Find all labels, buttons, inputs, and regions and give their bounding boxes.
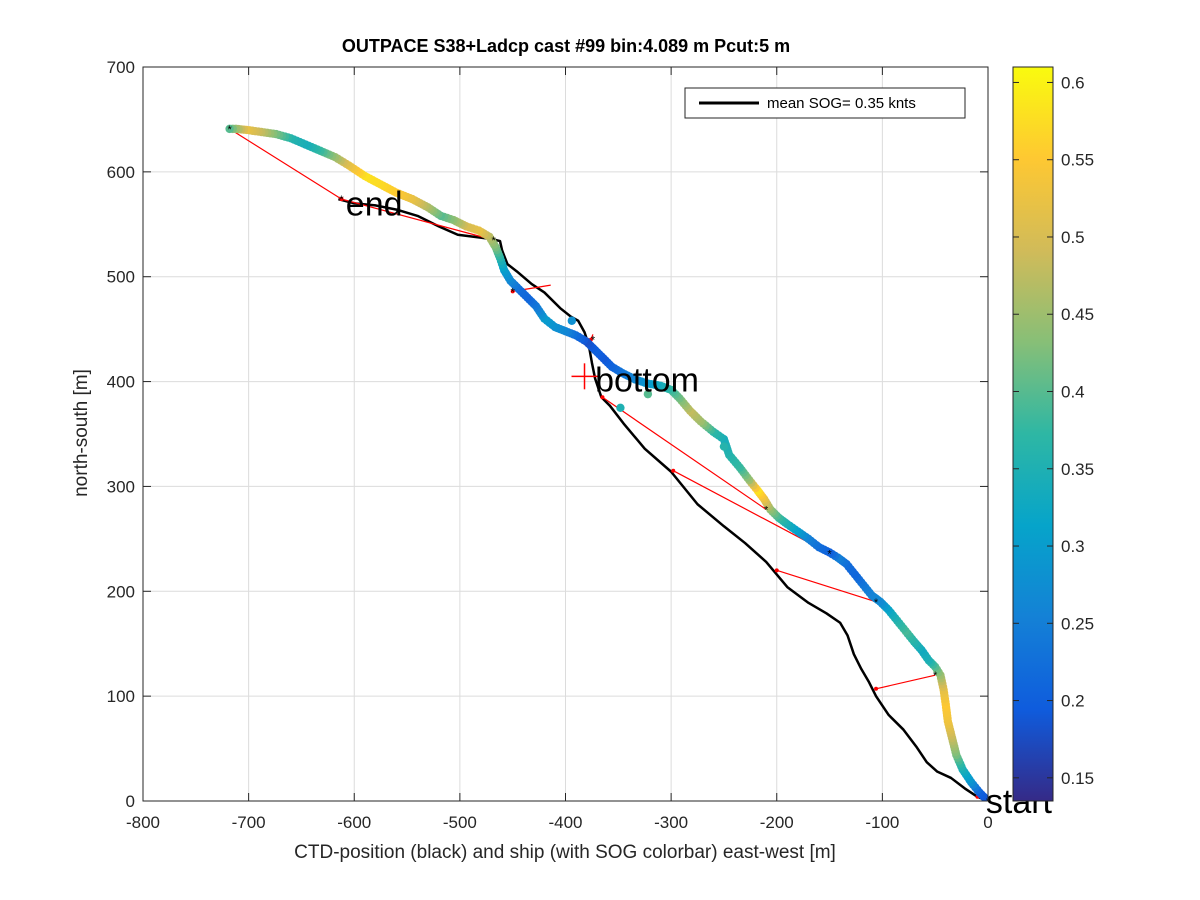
colorbar-frame [1012, 66, 1054, 802]
y-tick-label: 200 [107, 582, 135, 601]
ship-point [225, 124, 234, 134]
red-link [341, 198, 494, 241]
ship-point [616, 403, 625, 412]
colorbar: 0.15 0.2 0.25 0.3 0.35 0.4 0.45 0.5 0.55 0.6 [1012, 66, 1094, 802]
x-tick-label: -200 [760, 813, 794, 832]
station-marker: * [511, 286, 516, 298]
annotation-end: end [346, 185, 403, 223]
red-link [229, 128, 342, 200]
y-tick-label: 0 [126, 792, 135, 811]
chart-title: OUTPACE S38+Ladcp cast #99 bin:4.089 m P… [342, 36, 790, 56]
legend-entry: mean SOG= 0.35 knts [767, 95, 916, 112]
station-marker: * [591, 335, 596, 347]
x-tick-label: -600 [337, 813, 371, 832]
y-tick-label: 600 [107, 163, 135, 182]
axis-ticks: -800 -700 -600 -500 -400 -300 -200 -100 0 0 100 200… [107, 58, 993, 832]
red-link [776, 569, 877, 603]
colorbar-tick-label: 0.6 [1061, 73, 1085, 92]
red-link-end [874, 686, 879, 691]
ship-point [643, 389, 653, 399]
station-marker: * [764, 504, 769, 516]
ship-point [567, 316, 577, 325]
station-marker: * [492, 235, 497, 247]
colorbar-fill [1013, 67, 1053, 801]
station-marker: * [874, 597, 879, 609]
colorbar-tick-label: 0.15 [1061, 769, 1094, 788]
y-axis-label: north-south [m] [71, 369, 92, 497]
colorbar-tick-label: 0.55 [1061, 151, 1094, 170]
red-link [602, 396, 767, 510]
x-tick-label: -400 [548, 813, 582, 832]
y-tick-label: 300 [107, 477, 135, 496]
red-link-end [510, 289, 515, 294]
colorbar-tick-label: 0.4 [1061, 383, 1085, 402]
x-axis-label: CTD-position (black) and ship (with SOG … [294, 842, 836, 863]
y-tick-label: 400 [107, 373, 135, 392]
colorbar-tick-label: 0.2 [1061, 692, 1085, 711]
colorbar-tick-label: 0.35 [1061, 460, 1094, 479]
colorbar-tick-label: 0.3 [1061, 537, 1085, 556]
colorbar-tick-label: 0.5 [1061, 228, 1085, 247]
red-link-end [600, 395, 605, 400]
y-tick-label: 500 [107, 268, 135, 287]
station-marker: * [827, 549, 832, 561]
colorbar-ticks: 0.15 0.2 0.25 0.3 0.35 0.4 0.45 0.5 0.55 0.6 [1013, 73, 1094, 788]
legend: mean SOG= 0.35 knts [684, 87, 966, 119]
x-tick-label: -500 [443, 813, 477, 832]
station-marker: * [339, 194, 344, 206]
red-link [875, 674, 936, 690]
x-tick-label: -300 [654, 813, 688, 832]
x-tick-label: -100 [865, 813, 899, 832]
y-tick-label: 100 [107, 687, 135, 706]
station-marker: * [933, 670, 938, 682]
colorbar-tick-label: 0.25 [1061, 614, 1094, 633]
station-marker: * [227, 124, 232, 136]
ship-track [225, 124, 988, 801]
red-link-end [671, 468, 676, 473]
colorbar-tick-label: 0.45 [1061, 305, 1094, 324]
x-tick-label: -700 [232, 813, 266, 832]
x-tick-label: 0 [983, 813, 992, 832]
annotation-bottom: bottom [595, 361, 699, 399]
station-marker: * [986, 796, 991, 808]
x-tick-label: -800 [126, 813, 160, 832]
ship-point [719, 442, 729, 451]
red-link-end [774, 568, 779, 573]
y-tick-label: 700 [107, 58, 135, 77]
